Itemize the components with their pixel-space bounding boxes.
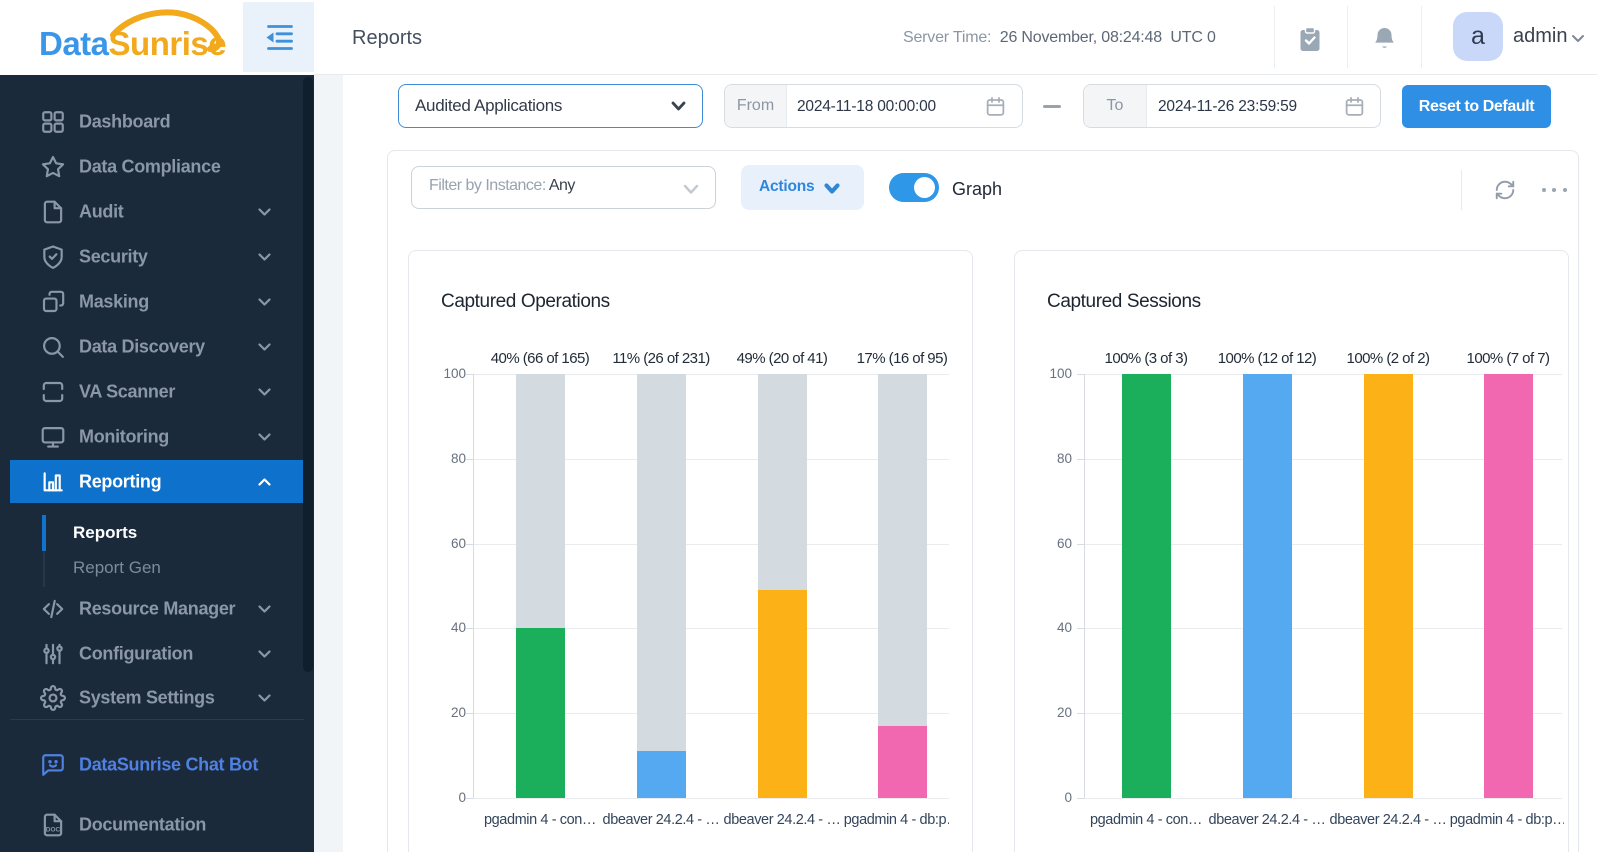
svg-text:DOC: DOC	[46, 827, 61, 834]
